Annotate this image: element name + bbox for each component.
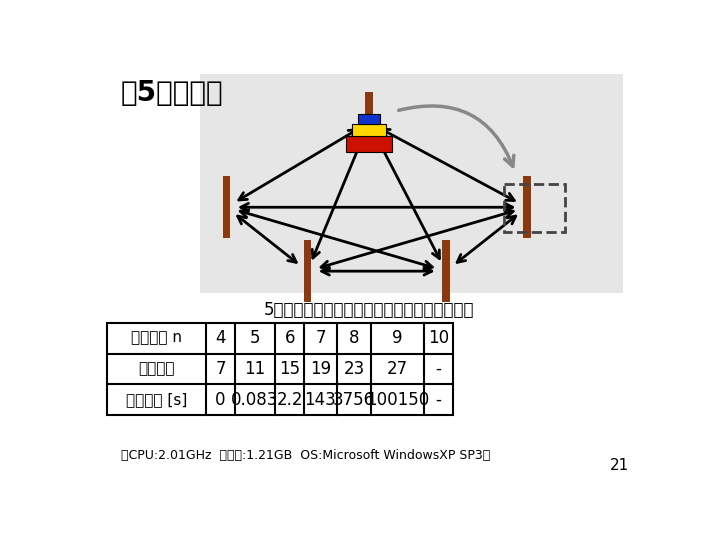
Bar xyxy=(442,240,450,302)
Text: 9: 9 xyxy=(392,329,402,347)
Text: 0.083: 0.083 xyxy=(231,391,279,409)
Text: 10: 10 xyxy=(428,329,449,347)
Text: 処理時間 [s]: 処理時間 [s] xyxy=(126,392,187,407)
Text: -: - xyxy=(436,391,441,409)
Text: 15: 15 xyxy=(279,360,300,378)
Text: （CPU:2.01GHz  メモリ:1.21GB  OS:Microsoft WindowsXP SP3）: （CPU:2.01GHz メモリ:1.21GB OS:Microsoft Win… xyxy=(121,449,490,462)
Text: -: - xyxy=(436,360,441,378)
Bar xyxy=(199,74,623,294)
Bar xyxy=(346,137,392,152)
Text: 5: 5 xyxy=(250,329,261,347)
Text: 3756: 3756 xyxy=(333,391,375,409)
Text: 19: 19 xyxy=(310,360,331,378)
Text: 柱5本の場合: 柱5本の場合 xyxy=(121,78,224,106)
Text: 143: 143 xyxy=(305,391,336,409)
Text: 7: 7 xyxy=(215,360,225,378)
Bar xyxy=(352,124,386,137)
Text: 円盤枚数 n: 円盤枚数 n xyxy=(131,330,182,346)
Text: 11: 11 xyxy=(244,360,266,378)
Bar xyxy=(365,92,373,153)
Text: 6: 6 xyxy=(284,329,295,347)
Text: 5本ハノイグラフにおける最短手数の導出結果: 5本ハノイグラフにおける最短手数の導出結果 xyxy=(264,301,474,319)
Bar xyxy=(222,177,230,238)
Text: 21: 21 xyxy=(610,458,629,472)
Bar xyxy=(523,177,531,238)
Bar xyxy=(107,323,453,415)
Text: 7: 7 xyxy=(315,329,325,347)
Text: 8: 8 xyxy=(348,329,359,347)
Text: 0: 0 xyxy=(215,391,225,409)
Text: 移動回数: 移動回数 xyxy=(138,361,175,376)
Text: 4: 4 xyxy=(215,329,225,347)
Bar xyxy=(504,184,565,232)
FancyArrowPatch shape xyxy=(399,106,514,166)
Text: 27: 27 xyxy=(387,360,408,378)
Bar xyxy=(304,240,311,302)
Text: 2.2: 2.2 xyxy=(276,391,303,409)
Text: 100150: 100150 xyxy=(366,391,429,409)
Text: 23: 23 xyxy=(343,360,364,378)
Bar xyxy=(359,114,379,124)
